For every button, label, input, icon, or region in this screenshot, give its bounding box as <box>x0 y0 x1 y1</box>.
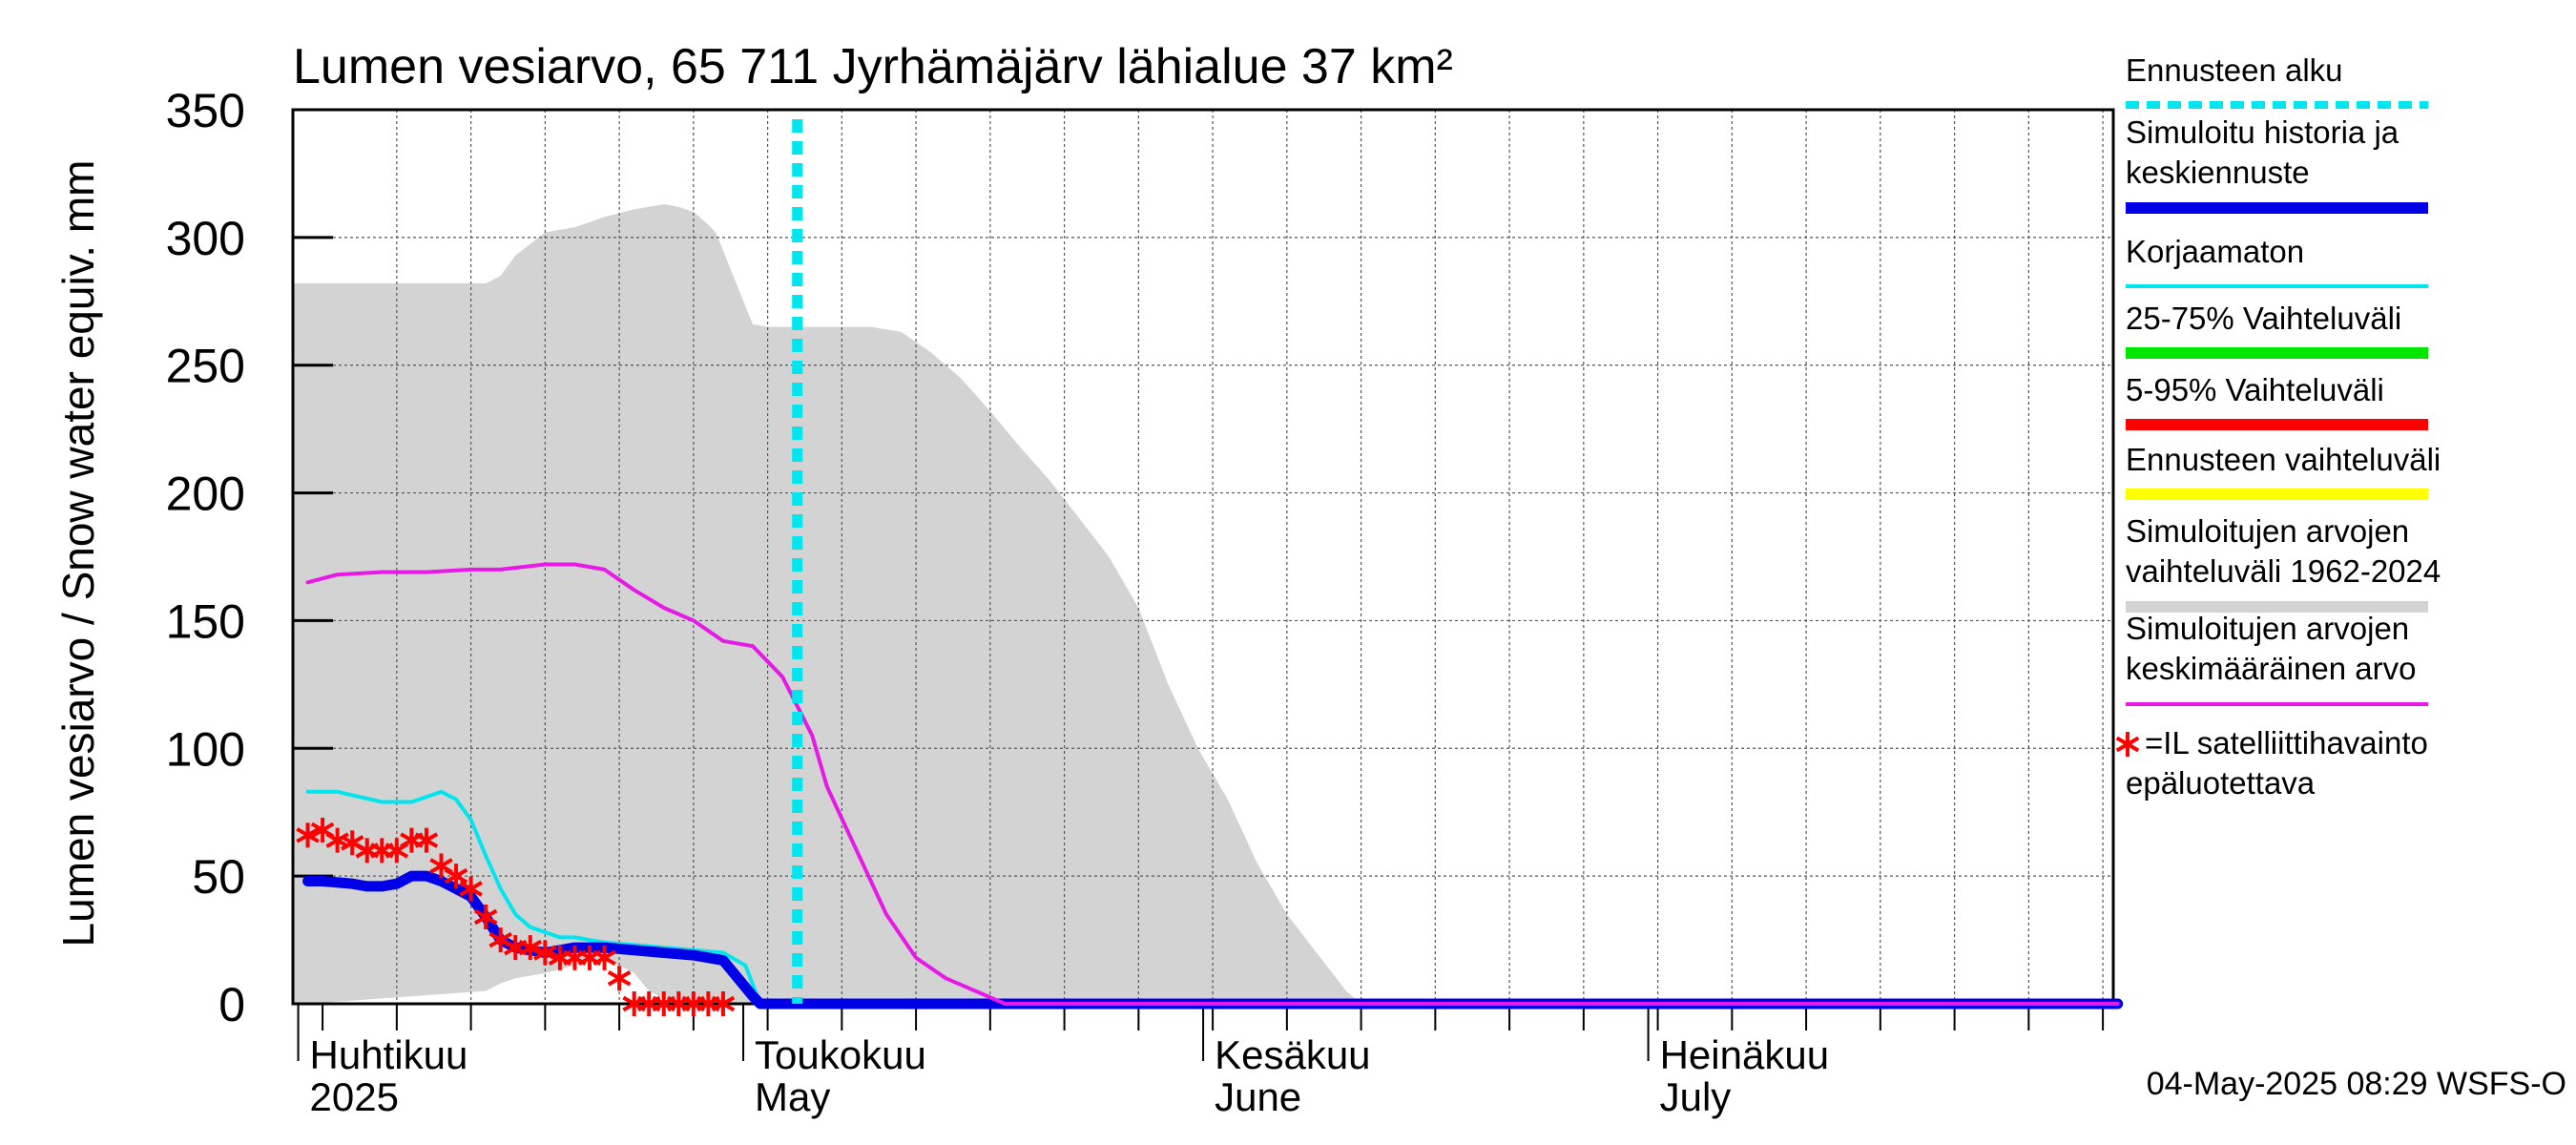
legend-item: Korjaamaton <box>2126 234 2428 288</box>
satellite-point-stroke <box>459 881 483 897</box>
legend-label: Ennusteen vaihteluväli <box>2126 442 2441 477</box>
y-tick-label: 150 <box>166 594 245 648</box>
simulated-mean-line <box>305 562 2120 1006</box>
satellite-point-stroke <box>414 832 439 848</box>
legend-item: Ennusteen alku <box>2126 52 2428 109</box>
x-month-label-secondary: May <box>755 1074 830 1119</box>
legend-label-secondary: vaihteluväli 1962-2024 <box>2126 553 2441 589</box>
satellite-point-stroke <box>384 843 409 859</box>
x-month-label-secondary: July <box>1660 1074 1732 1119</box>
legend-label: Korjaamaton <box>2126 234 2304 269</box>
x-month-label: Kesäkuu <box>1215 1032 1370 1077</box>
satellite-point <box>518 935 543 961</box>
legend-label: 5-95% Vaihteluväli <box>2126 372 2384 407</box>
uncorrected-line <box>305 789 2120 1006</box>
legend-label: Simuloitujen arvojen <box>2126 611 2409 646</box>
satellite-point <box>296 822 320 848</box>
legend-item: Simuloitujen arvojen keskimääräinen arvo <box>2126 611 2428 706</box>
x-month-label-secondary: 2025 <box>310 1074 399 1119</box>
legend-item: =IL satelliittihavainto epäluotettava <box>2115 725 2428 801</box>
y-tick-label: 100 <box>166 722 245 776</box>
x-month-label: Toukokuu <box>755 1032 926 1077</box>
footer-timestamp: 04-May-2025 08:29 WSFS-O <box>2147 1066 2566 1102</box>
legend-label: Simuloitu historia ja <box>2126 114 2399 150</box>
satellite-point <box>473 904 498 929</box>
satellite-point-stroke <box>607 969 632 987</box>
legend-star-icon <box>2115 732 2140 757</box>
satellite-point-stroke <box>473 908 498 926</box>
x-month-label: Heinäkuu <box>1660 1032 1829 1077</box>
satellite-point <box>592 945 616 970</box>
satellite-point-stroke <box>296 827 320 843</box>
grid-lines <box>293 109 2113 1004</box>
legend-label: Ennusteen alku <box>2126 52 2343 88</box>
y-tick-label: 200 <box>166 468 245 521</box>
satellite-point <box>414 827 439 853</box>
legend-item: 5-95% Vaihteluväli <box>2126 372 2428 430</box>
satellite-point <box>459 876 483 902</box>
x-month-label: Huhtikuu <box>310 1032 468 1077</box>
satellite-point-stroke <box>592 949 616 967</box>
satellite-point-stroke <box>444 867 468 885</box>
satellite-point <box>711 991 736 1016</box>
chart-title: Lumen vesiarvo, 65 711 Jyrhämäjärv lähia… <box>293 39 1453 94</box>
x-month-label-secondary: June <box>1215 1074 1301 1119</box>
legend-label: =IL satelliittihavainto <box>2145 725 2428 760</box>
legend-label-secondary: epäluotettava <box>2126 765 2316 801</box>
y-tick-label: 350 <box>166 84 245 137</box>
legend-item: Ennusteen vaihteluväli <box>2126 442 2441 500</box>
satellite-point-stroke <box>518 939 543 956</box>
historical-range-band <box>293 204 2118 1005</box>
legend-item: 25-75% Vaihteluväli <box>2126 301 2428 359</box>
y-axis-label: Lumen vesiarvo / Snow water equiv. mm <box>53 160 103 947</box>
legend-label: 25-75% Vaihteluväli <box>2126 301 2401 336</box>
y-tick-label: 0 <box>218 978 245 1031</box>
legend-label: Simuloitujen arvojen <box>2126 513 2409 549</box>
legend-item: Simuloitujen arvojen vaihteluväli 1962-20… <box>2126 513 2441 613</box>
legend-label-secondary: keskiennuste <box>2126 155 2310 190</box>
y-tick-label: 50 <box>192 850 245 904</box>
satellite-point <box>607 966 632 991</box>
satellite-point-stroke <box>533 945 557 961</box>
satellite-point-stroke <box>711 995 736 1012</box>
legend-star-stroke <box>2115 736 2140 753</box>
satellite-point <box>533 940 557 966</box>
y-tick-label: 300 <box>166 212 245 265</box>
satellite-point <box>444 864 468 889</box>
satellite-point <box>325 827 349 853</box>
satellite-point-stroke <box>325 832 349 848</box>
legend-label-secondary: keskimääräinen arvo <box>2126 651 2416 686</box>
legend-item: Simuloitu historia ja keskiennuste <box>2126 114 2428 214</box>
y-tick-label: 250 <box>166 340 245 393</box>
